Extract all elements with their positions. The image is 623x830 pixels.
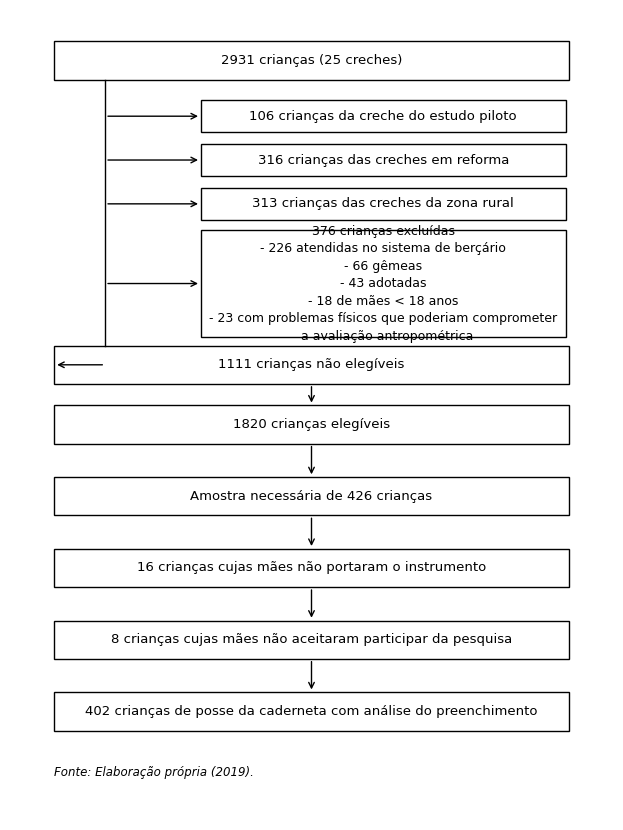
FancyBboxPatch shape [54,42,569,80]
Text: 1111 crianças não elegíveis: 1111 crianças não elegíveis [218,359,405,371]
Text: 106 crianças da creche do estudo piloto: 106 crianças da creche do estudo piloto [249,110,517,123]
Text: 8 crianças cujas mães não aceitaram participar da pesquisa: 8 crianças cujas mães não aceitaram part… [111,633,512,647]
FancyBboxPatch shape [54,621,569,659]
Text: Fonte: Elaboração própria (2019).: Fonte: Elaboração própria (2019). [54,765,254,779]
FancyBboxPatch shape [54,549,569,587]
Text: 316 crianças das creches em reforma: 316 crianças das creches em reforma [257,154,509,167]
FancyBboxPatch shape [54,405,569,444]
FancyBboxPatch shape [54,345,569,384]
FancyBboxPatch shape [201,230,566,337]
Text: 313 crianças das creches da zona rural: 313 crianças das creches da zona rural [252,198,514,210]
FancyBboxPatch shape [54,692,569,730]
FancyBboxPatch shape [201,188,566,220]
FancyBboxPatch shape [201,144,566,176]
Text: 1820 crianças elegíveis: 1820 crianças elegíveis [233,418,390,431]
FancyBboxPatch shape [54,477,569,515]
Text: 2931 crianças (25 creches): 2931 crianças (25 creches) [221,54,402,67]
Text: Amostra necessária de 426 crianças: Amostra necessária de 426 crianças [191,490,432,503]
Text: 16 crianças cujas mães não portaram o instrumento: 16 crianças cujas mães não portaram o in… [137,561,486,574]
Text: 402 crianças de posse da caderneta com análise do preenchimento: 402 crianças de posse da caderneta com a… [85,705,538,718]
FancyBboxPatch shape [201,100,566,132]
Text: 376 crianças excluídas
- 226 atendidas no sistema de berçário
- 66 gêmeas
- 43 a: 376 crianças excluídas - 226 atendidas n… [209,225,558,343]
